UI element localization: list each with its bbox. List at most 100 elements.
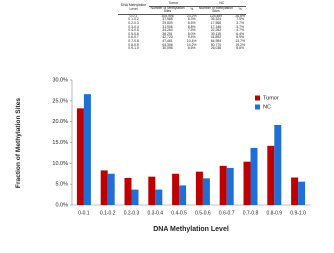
- bar: [179, 185, 187, 205]
- table-cell: 4.7%: [236, 28, 245, 33]
- table-cell: 26,038: [210, 46, 222, 51]
- x-tick-label: 0.3-0.4: [148, 210, 164, 216]
- table-row: 0.1-0.2 37,988 8.3% 35,324 7.5%: [118, 18, 246, 22]
- legend-label: Tumor: [263, 95, 279, 101]
- table-cell: 10.4%: [186, 38, 197, 43]
- bar: [76, 108, 84, 205]
- table-cell: 19.2%: [235, 42, 245, 47]
- table-row: 0.6-0.7 42,720 9.4% 41,892 8.9%: [118, 36, 246, 40]
- y-tick-label: 5.0%: [55, 182, 68, 188]
- table-cell: 47,461: [162, 38, 173, 43]
- bar: [124, 177, 132, 205]
- table-cell: 105,906: [149, 13, 186, 19]
- table-cell: 0.7-0.8: [128, 38, 139, 43]
- table-cell: 7.5%: [236, 17, 245, 22]
- table-cell: 8.3%: [187, 17, 196, 22]
- y-tick-label: 20.0%: [52, 119, 68, 125]
- bar: [274, 125, 282, 205]
- table-row: 0.7-0.8 47,461 10.4% 64,984 13.7%: [118, 38, 246, 44]
- table-cell: 8.9%: [236, 35, 245, 40]
- table-cell: 6.5%: [187, 20, 196, 25]
- table-cell: 30,096: [162, 46, 173, 51]
- table-cell: 7.5%: [187, 28, 196, 33]
- table-cell: 29,809: [162, 20, 173, 25]
- table-row: 0.2-0.3 29,809 6.5% 17,566 3.7%: [118, 20, 246, 26]
- table-cell: 64,984: [210, 38, 222, 43]
- table-cell: 5.6%: [236, 46, 245, 51]
- table-cell: 36,251: [162, 31, 173, 36]
- table-cell: 6.8%: [187, 24, 196, 29]
- bar: [250, 147, 258, 205]
- table-cell: 0.4-0.5: [128, 28, 139, 33]
- y-tick-label: 0.0%: [55, 202, 68, 208]
- table-cell: Tumor: [149, 1, 198, 7]
- x-axis-label: DNA Methylation Level: [153, 226, 229, 233]
- table-row: 0.3-0.4 31,906 6.8% 17,346 3.7%: [118, 24, 246, 30]
- table-cell: 8.0%: [187, 31, 196, 36]
- table-cell: 3.7%: [236, 24, 245, 29]
- bar: [155, 189, 163, 205]
- table-cell: 6.4%: [236, 31, 245, 36]
- table-cell: 17,566: [210, 20, 222, 25]
- table-cell: 22,262: [210, 28, 222, 33]
- table-cell: 23.2%: [185, 13, 198, 19]
- table-cell: 0-0.1: [118, 13, 150, 19]
- bar: [83, 94, 91, 205]
- table-cell: 0.9-1.0: [128, 46, 139, 51]
- table-cell: 0.1-0.2: [128, 17, 139, 22]
- bar: [107, 173, 115, 205]
- bar: [148, 176, 156, 205]
- x-tick-label: 0.7-0.8: [243, 210, 259, 216]
- table-cell: 0.5-0.6: [128, 31, 139, 36]
- data-table: DNA Methylation Level Tumor NC Number of Me…: [118, 1, 246, 51]
- bar: [243, 161, 251, 205]
- legend-label: NC: [263, 104, 271, 110]
- table-cell: 0.3-0.4: [128, 24, 139, 29]
- bar: [172, 173, 180, 205]
- table-cell: 14.2%: [186, 42, 197, 47]
- table-cell: 30,115: [210, 31, 221, 36]
- table-cell: DNA Methylation Level: [118, 2, 150, 15]
- y-tick-label: 30.0%: [52, 77, 68, 83]
- table-cell: 0.2-0.3: [128, 20, 139, 25]
- table-cell: 0.6-0.7: [128, 35, 139, 40]
- table-row: 0.5-0.6 36,251 8.0% 30,115 6.4%: [118, 31, 246, 37]
- bar: [131, 189, 139, 205]
- bar: [219, 165, 227, 205]
- table-cell: 64,306: [162, 42, 173, 47]
- bar: [298, 181, 306, 205]
- table-cell: 0.8-0.9: [128, 42, 139, 47]
- bar: [195, 171, 203, 205]
- table-cell: 90,770: [210, 42, 222, 47]
- x-tick-label: 0.5-0.6: [195, 210, 211, 216]
- legend-swatch: [255, 95, 260, 101]
- table-cell: 41,892: [210, 35, 222, 40]
- y-axis-label: Fraction of Methylation Sites: [15, 98, 22, 188]
- table-cell: 35,324: [210, 17, 222, 22]
- legend-swatch: [255, 104, 260, 110]
- table-cell: 17,346: [210, 24, 222, 29]
- bar: [100, 170, 108, 205]
- table-cell: 6.6%: [187, 46, 196, 51]
- table-row: DNA Methylation Level Tumor NC: [118, 1, 246, 15]
- table-cell: 9.4%: [187, 35, 196, 40]
- table-cell: 13.7%: [235, 38, 245, 43]
- table-cell: 3.7%: [236, 20, 245, 25]
- x-tick-label: 0.4-0.5: [171, 210, 187, 216]
- table-cell: 31,906: [162, 24, 173, 29]
- table-cell: 125,469: [197, 13, 235, 19]
- x-tick-label: 0-0.1: [78, 210, 90, 216]
- x-tick-label: 0.9-1.0: [290, 210, 306, 216]
- table-row: 0.4-0.5 34,264 7.5% 22,262 4.7%: [118, 29, 246, 33]
- y-tick-label: 15.0%: [52, 140, 68, 146]
- x-tick-label: 0.6-0.7: [219, 210, 235, 216]
- table-body: DNA Methylation Level Tumor NC Number of Me…: [118, 1, 246, 51]
- table-row: 0-0.1 105,906 23.2% 125,469 26.6%: [118, 13, 246, 19]
- bar: [291, 177, 299, 205]
- y-tick-label: 10.0%: [52, 161, 68, 167]
- table-cell: NC: [197, 1, 246, 7]
- y-tick-label: 25.0%: [52, 98, 68, 104]
- bar: [267, 145, 275, 205]
